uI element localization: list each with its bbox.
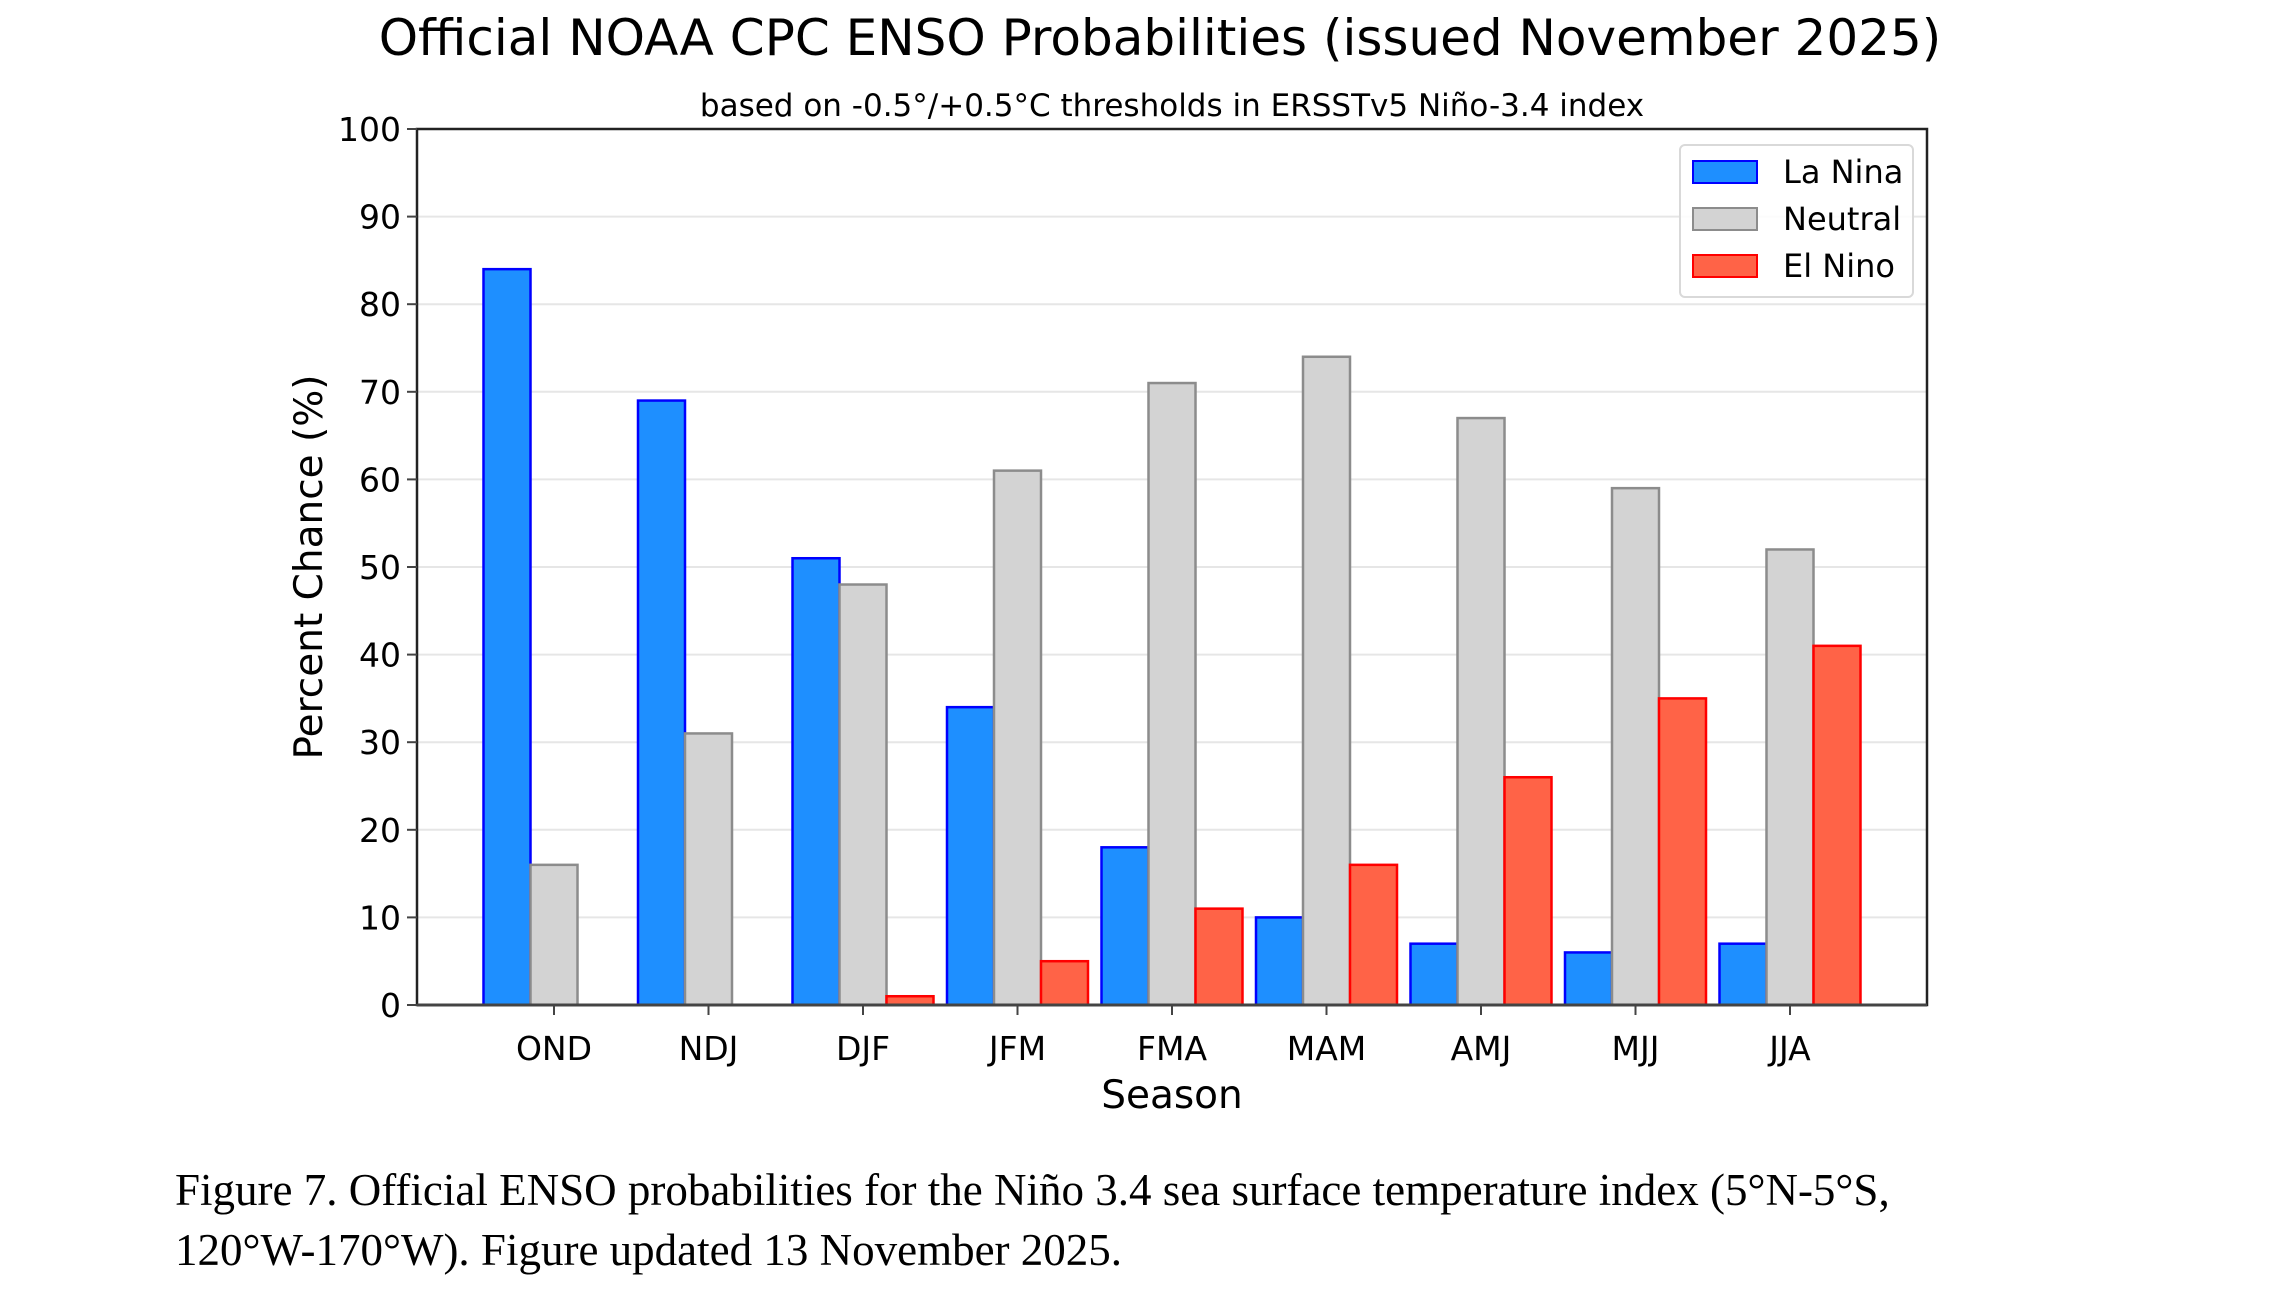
bar-neutral-amj — [1456, 416, 1506, 1007]
legend-swatch-neutral — [1692, 207, 1758, 231]
bar-el-nino-jja — [1812, 644, 1862, 1007]
bar-la-nina-mam — [1254, 916, 1305, 1007]
bar-neutral-ndj — [683, 732, 734, 1007]
y-axis-label: Percent Chance (%) — [287, 374, 332, 759]
y-tick-label: 10 — [359, 898, 401, 937]
y-tick-label: 0 — [380, 986, 401, 1025]
bar-el-nino-mjj — [1657, 697, 1708, 1007]
x-tick-label: FMA — [1137, 1029, 1207, 1068]
x-tick-label: MAM — [1287, 1029, 1367, 1068]
x-axis-label: Season — [1101, 1073, 1243, 1118]
bar-la-nina-amj — [1409, 942, 1459, 1007]
x-axis-ticks: OND NDJ DJF JFM FMA MAM AMJ MJJ JJA — [516, 1005, 1811, 1068]
bar-la-nina-ond — [482, 267, 532, 1007]
legend-label: La Nina — [1783, 153, 1903, 191]
bar-la-nina-jfm — [945, 705, 996, 1007]
bar-el-nino-jfm — [1039, 959, 1090, 1007]
y-tick-label: 70 — [359, 373, 401, 412]
x-tick-label: NDJ — [679, 1029, 739, 1068]
caption-line-1: Figure 7. Official ENSO probabilities fo… — [175, 1165, 1890, 1215]
bar-neutral-mam — [1301, 355, 1352, 1007]
legend-label: El Nino — [1783, 247, 1895, 285]
bar-neutral-jja — [1765, 548, 1815, 1007]
x-tick-label: JJA — [1767, 1029, 1811, 1068]
chart-title: Official NOAA CPC ENSO Probabilities (is… — [379, 9, 1942, 67]
legend-swatch-la-nina — [1692, 160, 1758, 184]
bar-la-nina-jja — [1718, 942, 1768, 1007]
y-tick-label: 50 — [359, 548, 401, 587]
y-tick-label: 90 — [359, 198, 401, 237]
legend-label: Neutral — [1783, 200, 1901, 238]
figure-caption: Figure 7. Official ENSO probabilities fo… — [175, 1160, 2225, 1280]
bar-neutral-jfm — [992, 469, 1043, 1007]
y-axis-ticks: 0 10 20 30 40 50 60 70 80 90 100 — [338, 110, 417, 1025]
bar-neutral-mjj — [1610, 486, 1661, 1007]
bars — [482, 267, 1862, 1007]
y-tick-label: 80 — [359, 285, 401, 324]
bar-neutral-fma — [1147, 381, 1197, 1007]
x-tick-label: AMJ — [1451, 1029, 1512, 1068]
x-tick-label: DJF — [836, 1029, 890, 1068]
bar-neutral-ond — [529, 863, 579, 1007]
x-tick-label: MJJ — [1612, 1029, 1660, 1068]
y-tick-label: 20 — [359, 811, 401, 850]
x-tick-label: OND — [516, 1029, 592, 1068]
bar-neutral-djf — [838, 583, 888, 1007]
bar-la-nina-fma — [1100, 846, 1150, 1007]
chart-subtitle: based on -0.5°/+0.5°C thresholds in ERSS… — [700, 88, 1644, 124]
y-tick-label: 60 — [359, 460, 401, 499]
legend-swatch-el-nino — [1692, 254, 1758, 278]
caption-line-2: 120°W-170°W). Figure updated 13 November… — [175, 1225, 1123, 1275]
y-tick-label: 30 — [359, 723, 401, 762]
bar-la-nina-mjj — [1563, 951, 1614, 1007]
bar-el-nino-mam — [1348, 863, 1399, 1007]
y-tick-label: 40 — [359, 636, 401, 675]
y-tick-label: 100 — [338, 110, 401, 149]
bar-la-nina-djf — [791, 556, 841, 1007]
bar-el-nino-amj — [1503, 775, 1553, 1007]
bar-el-nino-fma — [1194, 907, 1244, 1007]
x-tick-label: JFM — [987, 1029, 1046, 1068]
legend: La Nina Neutral El Nino — [1679, 144, 1914, 298]
bar-la-nina-ndj — [636, 399, 687, 1007]
